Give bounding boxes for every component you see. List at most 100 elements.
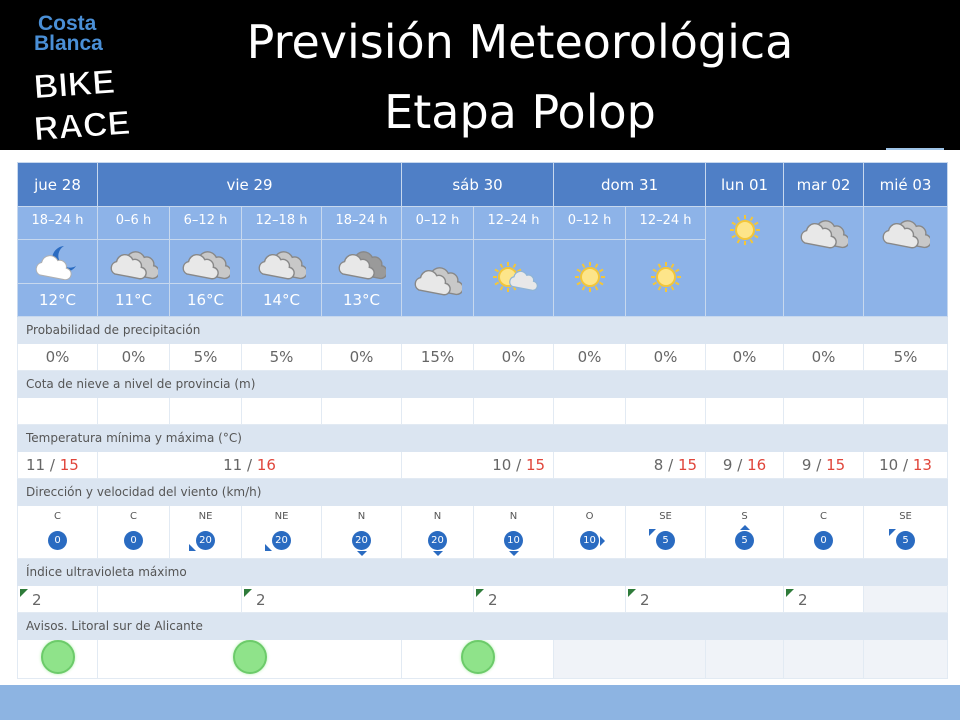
day-header[interactable]: mar 02: [783, 162, 865, 207]
precip-value: 5%: [241, 343, 322, 371]
wind-arrow-icon: [740, 525, 751, 530]
day-header[interactable]: vie 29: [96, 162, 403, 207]
day-header[interactable]: sáb 30: [401, 162, 555, 207]
precip-value: 15%: [401, 343, 475, 371]
precipitation-row: 0% 0% 5% 5% 0% 15% 0% 0% 0% 0% 0% 5%: [17, 343, 949, 371]
warning-cell: [783, 639, 865, 679]
precip-value: 0%: [705, 343, 785, 371]
min-max-temp: 10 / 13: [863, 451, 949, 479]
wind-arrow-icon: [889, 529, 897, 536]
day-header[interactable]: lun 01: [705, 162, 785, 207]
section-label-precipitation: Probabilidad de precipitación: [16, 316, 949, 344]
cloud-icon: [110, 250, 158, 279]
day-header[interactable]: mié 03: [863, 162, 949, 207]
cloud-icon: [800, 220, 848, 249]
wind-speed-badge: 5: [649, 529, 676, 550]
wind-direction: C: [130, 511, 137, 522]
wind-direction: NE: [274, 511, 289, 522]
wind-speed-badge: 0: [124, 531, 143, 550]
min-max-temp: 11 / 15: [17, 451, 98, 479]
period-cell: [863, 206, 949, 317]
warning-cell: [705, 639, 785, 679]
sun-icon: [729, 215, 760, 245]
wind-direction: N: [433, 511, 442, 522]
green-warning-icon[interactable]: [460, 640, 495, 674]
period-temperature: 11°C: [97, 283, 170, 317]
wind-arrow-icon: [600, 536, 606, 546]
period-label: 0–6 h: [97, 206, 170, 240]
cloud-icon: [258, 250, 306, 279]
uv-cell: 2: [17, 585, 98, 613]
wind-cell: SE 5: [625, 505, 707, 559]
more-link[interactable]: [886, 144, 944, 150]
green-warning-icon[interactable]: [40, 640, 75, 674]
period-temperature: 14°C: [241, 283, 322, 317]
snow-cell: [553, 397, 627, 425]
wind-speed-badge: 0: [814, 531, 834, 550]
wind-row: C 0 C 0 NE 20 NE 20 N 20 N 20 N 10 O 10 SE 5 S 5 C 0 SE 5: [17, 505, 949, 559]
section-label-warnings: Avisos. Litoral sur de Alicante: [16, 612, 949, 640]
period-label: 0–12 h: [553, 206, 627, 240]
wind-cell: N 20: [401, 505, 475, 559]
uv-value: 2: [785, 588, 808, 609]
uv-flag-icon: [786, 588, 795, 597]
period-temperature: 13°C: [320, 283, 403, 317]
uv-value: 2: [627, 588, 650, 609]
period-label: 0–12 h: [401, 206, 475, 240]
wind-direction: SE: [659, 511, 672, 522]
wind-cell: SE 5: [863, 505, 949, 559]
uv-flag-icon: [476, 588, 485, 597]
period-cell: [783, 206, 865, 317]
footer-bar: [0, 685, 960, 720]
warning-cell: [863, 639, 949, 679]
warning-cell: [553, 639, 707, 679]
temperature-row: 12°C 11°C 16°C 14°C 13°C: [17, 283, 948, 317]
dark-cloud-icon: [338, 250, 386, 279]
wind-direction: NE: [198, 511, 213, 522]
precip-value: 0%: [97, 343, 170, 371]
warning-cell: [96, 639, 403, 679]
forecast-table: jue 28 vie 29 sáb 30 dom 31 lun 01 mar 0…: [16, 162, 949, 679]
period-label: 12–24 h: [473, 206, 555, 240]
weather-icon-cell: [401, 239, 475, 317]
wind-arrow-icon: [357, 551, 367, 556]
min-max-temp: 9 / 16: [705, 451, 785, 479]
snow-cell: [705, 397, 785, 425]
weather-icon-cell: [169, 239, 242, 284]
day-header-row: jue 28 vie 29 sáb 30 dom 31 lun 01 mar 0…: [17, 162, 949, 207]
wind-cell: NE 20: [241, 505, 322, 559]
day-header[interactable]: dom 31: [553, 162, 707, 207]
wind-speed-badge: 5: [889, 529, 916, 550]
uv-cell: 2: [783, 585, 865, 613]
precip-value: 0%: [783, 343, 865, 371]
uv-cell: [97, 585, 242, 613]
wind-speed-badge: 20: [428, 531, 448, 556]
period-temperature: 12°C: [17, 283, 98, 317]
wind-direction: C: [820, 511, 828, 522]
wind-cell: O 10: [553, 505, 627, 559]
wind-speed-badge: 5: [735, 525, 755, 550]
uv-flag-icon: [20, 588, 28, 597]
wind-arrow-icon: [265, 544, 272, 551]
svg-text:Costa: Costa: [38, 12, 97, 35]
warning-cell: [401, 639, 555, 679]
sun-icon: [574, 262, 605, 292]
wind-direction: S: [741, 511, 748, 522]
uv-flag-icon: [628, 588, 637, 597]
wind-direction: C: [54, 511, 61, 522]
uv-cell: 2: [240, 585, 475, 613]
day-header[interactable]: jue 28: [17, 162, 98, 207]
wind-cell: NE 20: [169, 505, 242, 559]
svg-text:BIKE: BIKE: [33, 63, 117, 107]
weather-icon-cell: [473, 239, 555, 317]
cloud-icon: [882, 220, 930, 249]
period-label: 6–12 h: [169, 206, 242, 240]
page-title-line2: Etapa Polop: [384, 85, 656, 139]
costa-blanca-bike-race-logo: Costa Blanca BIKE RACE: [32, 12, 130, 146]
green-warning-icon[interactable]: [232, 640, 267, 674]
wind-speed-badge: 0: [48, 531, 67, 550]
cloud-icon: [414, 267, 462, 296]
uv-cell: 2: [625, 585, 785, 613]
